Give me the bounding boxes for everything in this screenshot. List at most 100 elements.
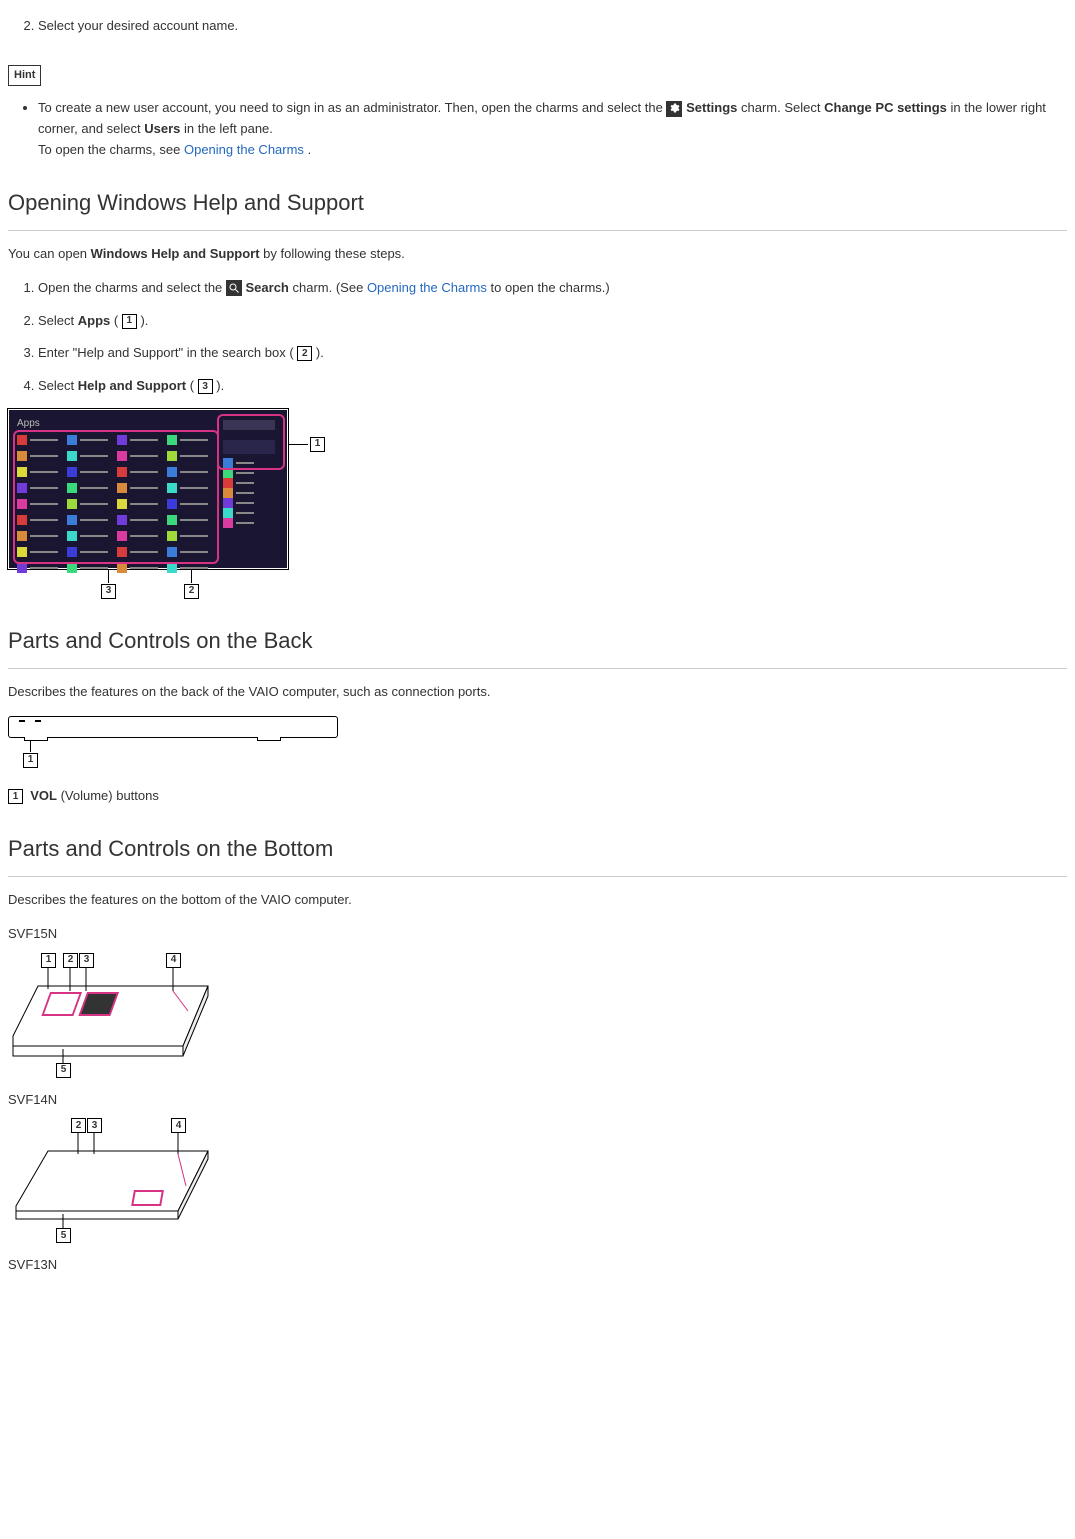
side-item-label	[236, 512, 254, 514]
callout-line	[30, 740, 31, 752]
side-item-icon	[223, 498, 233, 508]
callout-number: 2	[71, 1118, 86, 1133]
callout-number: 3	[79, 953, 94, 968]
model-label: SVF14N	[8, 1090, 1067, 1111]
callout-number: 2	[297, 346, 312, 361]
callout-number: 1	[310, 437, 325, 452]
back-heading: Parts and Controls on the Back	[8, 623, 1067, 669]
model-label: SVF13N	[8, 1255, 1067, 1276]
help-intro: You can open Windows Help and Support by…	[8, 244, 1067, 265]
back-intro: Describes the features on the back of th…	[8, 682, 1067, 703]
legend-number: 1	[8, 789, 23, 804]
help-steps-list: Open the charms and select the Search ch…	[8, 278, 1067, 397]
step-text: (	[114, 313, 122, 328]
callout-number: 5	[56, 1063, 71, 1078]
model-label: SVF15N	[8, 924, 1067, 945]
step-bold: Help and Support	[78, 378, 186, 393]
hint-text-1: To create a new user account, you need t…	[38, 100, 666, 115]
callout-number: 3	[198, 379, 213, 394]
step-text: ).	[140, 313, 148, 328]
step-text: charm. (See	[293, 280, 367, 295]
back-legend: 1 VOL (Volume) buttons	[8, 786, 1067, 807]
apps-side-item	[223, 488, 281, 498]
hint-settings-word: Settings	[686, 100, 737, 115]
hint-item: To create a new user account, you need t…	[38, 98, 1067, 160]
hint-line2-suffix: .	[308, 142, 312, 157]
intro-step-item: Select your desired account name.	[38, 16, 1067, 37]
step-text: ).	[216, 378, 224, 393]
back-notch	[257, 737, 281, 741]
help-intro-b: Windows Help and Support	[91, 246, 260, 261]
hint-change-pc: Change PC settings	[824, 100, 947, 115]
opening-charms-link[interactable]: Opening the Charms	[184, 142, 304, 157]
back-figure: 1	[8, 716, 348, 766]
side-item-icon	[223, 518, 233, 528]
app-tile-label	[180, 567, 208, 569]
app-tile-icon	[167, 563, 177, 573]
hint-label: Hint	[8, 65, 41, 87]
callout-number: 4	[171, 1118, 186, 1133]
callout-line	[108, 569, 109, 583]
help-step-1: Open the charms and select the Search ch…	[38, 278, 1067, 299]
bottom-intro: Describes the features on the bottom of …	[8, 890, 1067, 911]
side-item-label	[236, 492, 254, 494]
side-item-icon	[223, 478, 233, 488]
hint-text-mid1: charm. Select	[741, 100, 824, 115]
legend-text: (Volume) buttons	[57, 788, 159, 803]
laptop-bottom-icon	[8, 1116, 218, 1241]
pink-outline-grid	[13, 430, 219, 564]
callout-number: 5	[56, 1228, 71, 1243]
back-notch	[24, 737, 48, 741]
intro-step-text: Select your desired account name.	[38, 18, 238, 33]
back-shell	[8, 716, 338, 738]
gear-icon	[666, 101, 682, 117]
hint-users-word: Users	[144, 121, 180, 136]
step-text: (	[190, 378, 198, 393]
side-item-label	[236, 482, 254, 484]
apps-figure: Apps 1 2 3	[8, 409, 298, 599]
app-tile-label	[30, 567, 58, 569]
bottom-figure-svf15n: 1 2 3 4 5	[8, 951, 218, 1076]
step-bold: Search	[246, 280, 289, 295]
opening-charms-link[interactable]: Opening the Charms	[367, 280, 487, 295]
apps-screen: Apps	[8, 409, 288, 569]
apps-side-item	[223, 518, 281, 528]
callout-number: 3	[101, 584, 116, 599]
bottom-figure-svf14n: 2 3 4 5	[8, 1116, 218, 1241]
callout-number: 3	[87, 1118, 102, 1133]
callout-number: 1	[122, 314, 137, 329]
step-text: Select	[38, 313, 78, 328]
back-port	[35, 720, 41, 722]
back-port	[19, 720, 25, 722]
apps-side-item	[223, 508, 281, 518]
hint-text-mid3: in the left pane.	[184, 121, 273, 136]
intro-step-list: Select your desired account name.	[8, 16, 1067, 37]
side-item-label	[236, 522, 254, 524]
callout-line	[288, 444, 308, 445]
app-tile-label	[80, 567, 108, 569]
step-text: Open the charms and select the	[38, 280, 226, 295]
help-intro-a: You can open	[8, 246, 91, 261]
callout-number: 2	[184, 584, 199, 599]
search-icon	[226, 280, 242, 296]
app-tile-icon	[17, 563, 27, 573]
bottom-heading: Parts and Controls on the Bottom	[8, 831, 1067, 877]
callout-line	[191, 569, 192, 583]
step-bold: Apps	[78, 313, 111, 328]
step-text: to open the charms.)	[491, 280, 610, 295]
step-text: ).	[316, 345, 324, 360]
app-tile-icon	[67, 563, 77, 573]
help-heading: Opening Windows Help and Support	[8, 185, 1067, 231]
help-intro-c: by following these steps.	[263, 246, 405, 261]
side-item-icon	[223, 508, 233, 518]
callout-number: 4	[166, 953, 181, 968]
hint-list: To create a new user account, you need t…	[8, 98, 1067, 160]
app-tile-label	[130, 567, 158, 569]
step-text: Enter "Help and Support" in the search b…	[38, 345, 297, 360]
callout-number: 2	[63, 953, 78, 968]
pink-outline-search	[217, 414, 285, 470]
step-text: Select	[38, 378, 78, 393]
side-item-label	[236, 472, 254, 474]
app-tile-icon	[117, 563, 127, 573]
laptop-bottom-icon	[8, 951, 218, 1076]
